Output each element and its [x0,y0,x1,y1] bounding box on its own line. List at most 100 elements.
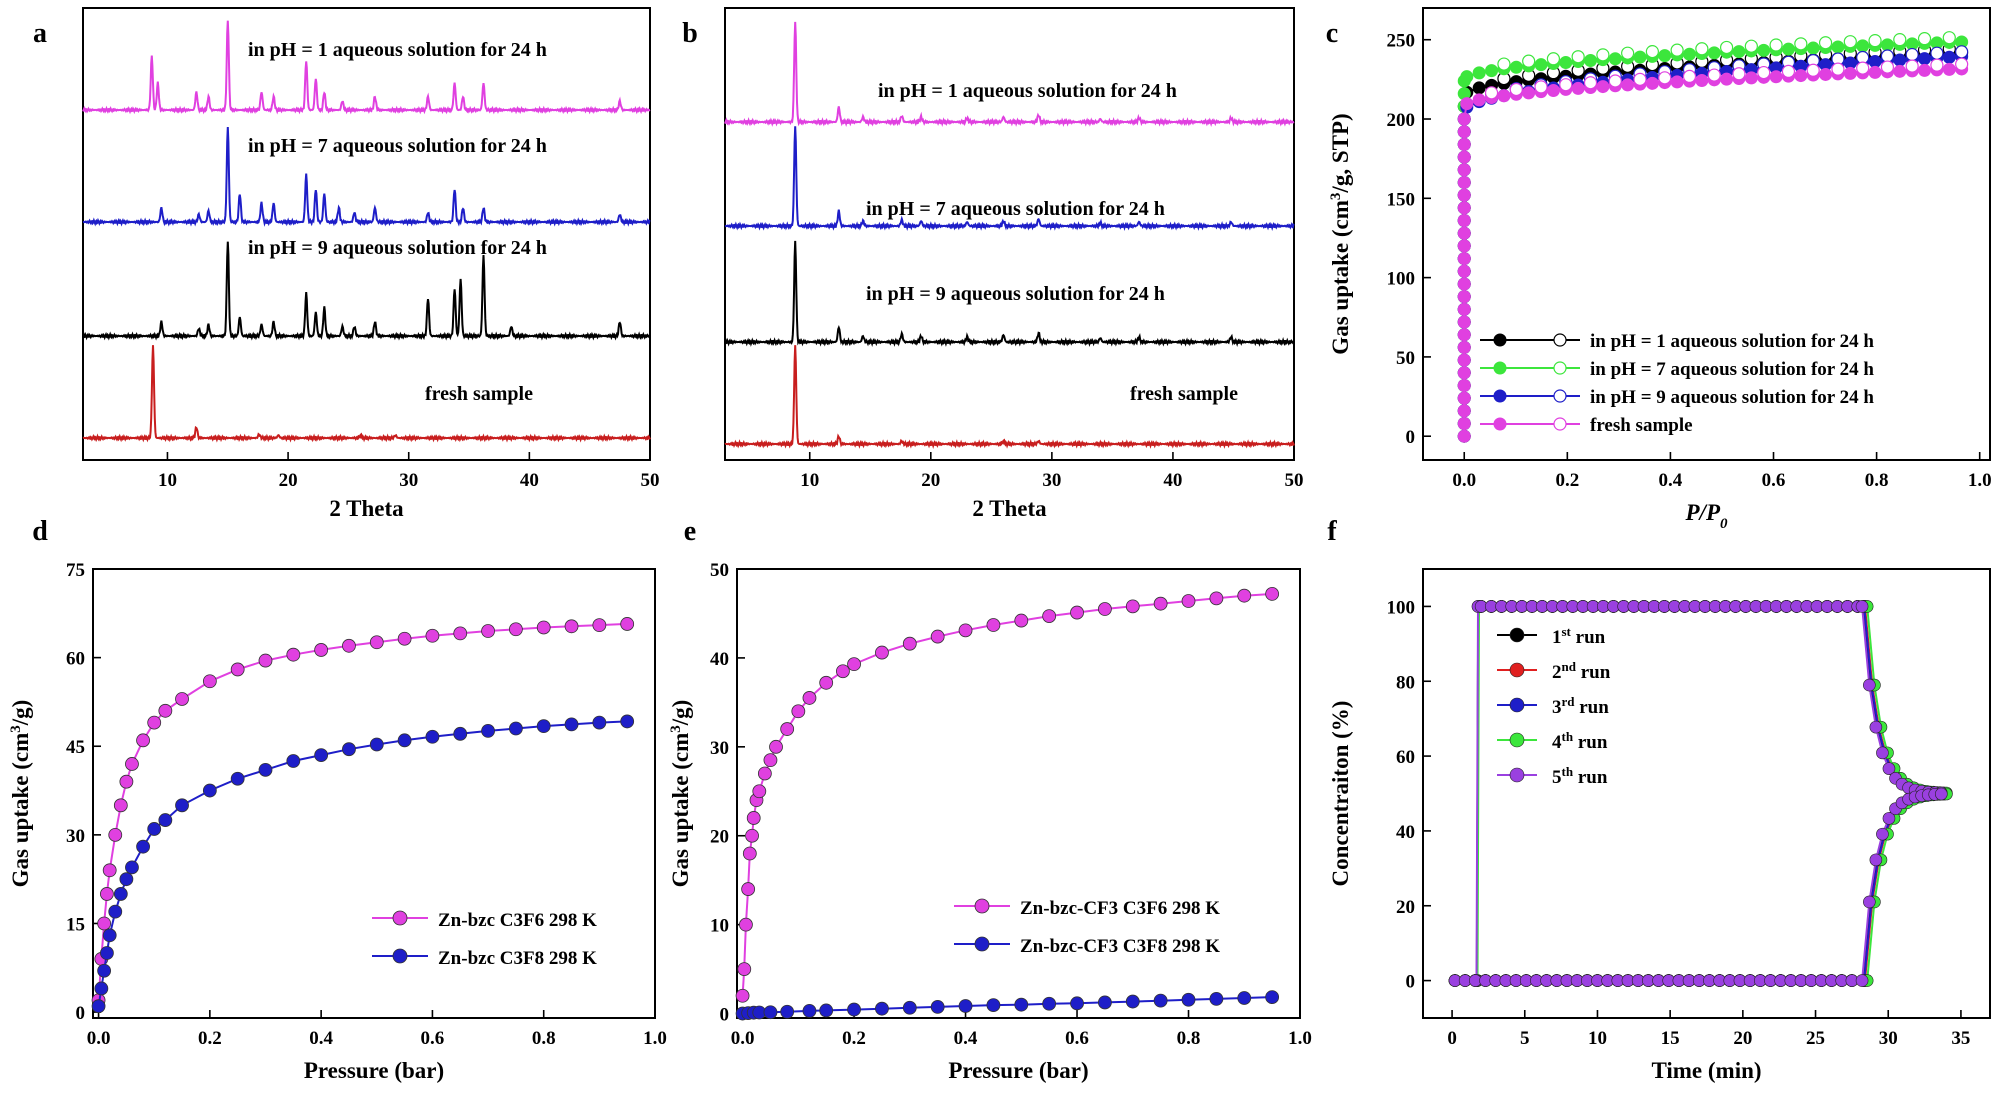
y-tick-label: 80 [1396,672,1415,693]
y-tick-label: 40 [1396,822,1415,843]
legend-entry: in pH = 9 aqueous solution for 24 h [1590,387,1874,408]
data-point [875,1001,889,1016]
run-ordinal: nd [1562,659,1577,674]
data-point [780,722,795,736]
series-label: fresh sample [425,383,533,405]
adsorption-point [1868,65,1882,79]
data-point [746,811,761,825]
x-tick-label: 0.4 [954,1028,978,1049]
x-tick-label: 0.6 [1762,470,1786,491]
x-tick-label: 0.4 [1659,470,1683,491]
isotherm-line [97,622,628,1001]
y-tick-label: 20 [1396,897,1415,918]
data-point [1855,974,1869,987]
data-point [592,618,607,633]
data-point [258,653,273,668]
desorption-point [1930,58,1944,72]
adsorption-point [1918,63,1932,77]
adsorption-point [1457,125,1471,139]
x-tick-label: 30 [1879,1028,1898,1049]
x-tick-label: 10 [800,470,819,491]
desorption-point [1720,40,1734,55]
label-part: Gas uptake (cm [8,733,33,888]
desorption-point [1608,74,1622,88]
label-part: /g) [668,700,693,727]
data-point [536,719,551,734]
adsorption-point [1769,70,1783,84]
adsorption-point [1571,81,1585,95]
desorption-point [1509,82,1523,97]
data-point [737,962,752,976]
y-tick-label: 40 [710,649,729,670]
series-label: in pH = 7 aqueous solution for 24 h [866,198,1165,220]
adsorption-point [1457,226,1471,240]
data-point [930,999,945,1014]
adsorption-point [1472,66,1486,80]
desorption-point [1732,67,1746,81]
desorption-point [1893,33,1907,47]
data-point [175,798,189,813]
panel-b: 10 20 30 40 50 2 Theta in pH = 1 aqueous solut… [724,7,1304,521]
adsorption-point [1457,277,1471,291]
adsorption-point [1457,112,1471,126]
data-point [481,723,495,738]
desorption-point [1856,61,1870,75]
data-point [1070,996,1084,1011]
y-tick-label: 30 [710,738,729,759]
label-part: /g, STP) [1328,113,1353,193]
data-point [1882,762,1896,775]
superscript: 3 [668,725,684,733]
desorption-point [1596,48,1610,62]
data-point [369,737,384,752]
data-point [158,813,173,827]
data-point [902,1000,917,1015]
legend-entry: 1st run [1552,624,1606,649]
y-tick-label: 60 [66,649,85,670]
xrd-pattern-3 [82,20,651,115]
desorption-point [1744,39,1758,53]
adsorption-point [1608,52,1622,66]
x-axis-label: Time (min) [1651,1058,1761,1083]
y-tick-label: 15 [66,914,85,935]
plot-frame [736,568,1301,1019]
adsorption-point [1658,49,1672,63]
inlet-curve [1476,605,1947,981]
adsorption-point [1720,72,1734,86]
data-point [175,692,189,706]
panel-d: 0.0 0.2 0.4 0.6 0.8 1.0 0 15 30 45 60 75 Pressure (b… [8,560,667,1083]
data-point [202,674,217,689]
legend-marker [1509,662,1525,678]
desorption-point [1930,46,1944,60]
inlet-curve [1476,605,1945,981]
x-tick-label: 15 [1661,1028,1680,1049]
data-point [819,1003,834,1018]
legend-marker [974,898,990,914]
panel-label-e: e [684,516,696,547]
data-point [741,882,756,896]
xrd-pattern-0 [724,345,1295,449]
x-tick-label: 0.8 [532,1028,556,1049]
data-point [91,999,106,1014]
legend-entry: 2nd run [1552,659,1611,684]
data-point [592,715,607,730]
data-point [819,675,834,690]
adsorption-point [1584,54,1598,68]
superscript: 3 [1328,193,1344,201]
legend-marker-open [1553,333,1567,347]
xrd-pattern-0 [82,345,651,443]
desorption-point [1806,63,1820,77]
data-point [1098,602,1112,616]
legend-entry: Zn-bzc C3F6 298 K [438,910,597,931]
series-label: in pH = 7 aqueous solution for 24 h [248,135,547,157]
panel-label-c: c [1326,18,1338,49]
legend-marker [1509,732,1525,748]
data-point [1876,827,1889,841]
x-tick-label: 10 [1588,1028,1607,1049]
adsorption-point [1457,366,1471,380]
data-point [1042,609,1057,624]
adsorption-point [1670,75,1684,89]
data-point [757,766,772,781]
plot-frame [1422,7,1991,461]
